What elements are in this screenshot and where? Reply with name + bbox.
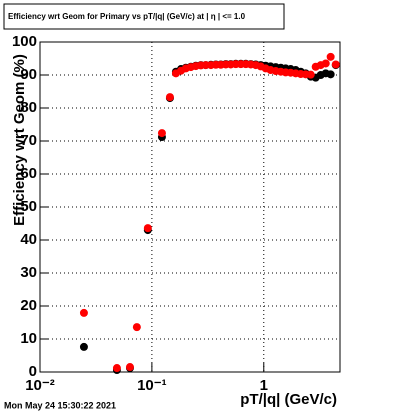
y-tick-label: 80 <box>20 99 37 116</box>
y-tick-label: 70 <box>20 132 37 149</box>
data-point <box>125 363 134 372</box>
data-point <box>112 364 121 373</box>
data-point <box>306 70 315 79</box>
y-tick-label: 0 <box>29 363 37 380</box>
y-tick-label: 10 <box>20 330 37 347</box>
y-tick-label: 50 <box>20 198 37 215</box>
data-point <box>326 52 335 61</box>
y-tick-label: 20 <box>20 297 37 314</box>
data-point <box>143 224 152 233</box>
data-point <box>132 323 141 332</box>
data-point <box>79 342 88 351</box>
y-tick-label: 60 <box>20 165 37 182</box>
x-tick-label: 10⁻² <box>25 377 55 394</box>
y-tick-label: 40 <box>20 231 37 248</box>
x-tick-label: 10⁻¹ <box>137 377 167 394</box>
chart-title: Efficiency wrt Geom for Primary vs pT/|q… <box>8 12 246 21</box>
data-point <box>326 70 335 79</box>
y-tick-label: 30 <box>20 264 37 281</box>
data-point <box>79 308 88 317</box>
footer: Mon May 24 15:30:22 2021 <box>4 400 116 410</box>
y-tick-label: 90 <box>20 66 37 83</box>
plot-frame <box>39 41 341 373</box>
title-box <box>3 3 285 30</box>
x-tick-label: 1 <box>260 377 268 394</box>
y-axis-label: Efficiency wrt Geom (%) <box>11 54 28 226</box>
x-axis-label: pT/|q| (GeV/c) <box>240 391 337 408</box>
data-point <box>321 59 330 68</box>
y-tick-label: 100 <box>12 33 37 50</box>
data-point <box>165 93 174 102</box>
data-point <box>331 60 340 69</box>
data-point <box>157 129 166 138</box>
